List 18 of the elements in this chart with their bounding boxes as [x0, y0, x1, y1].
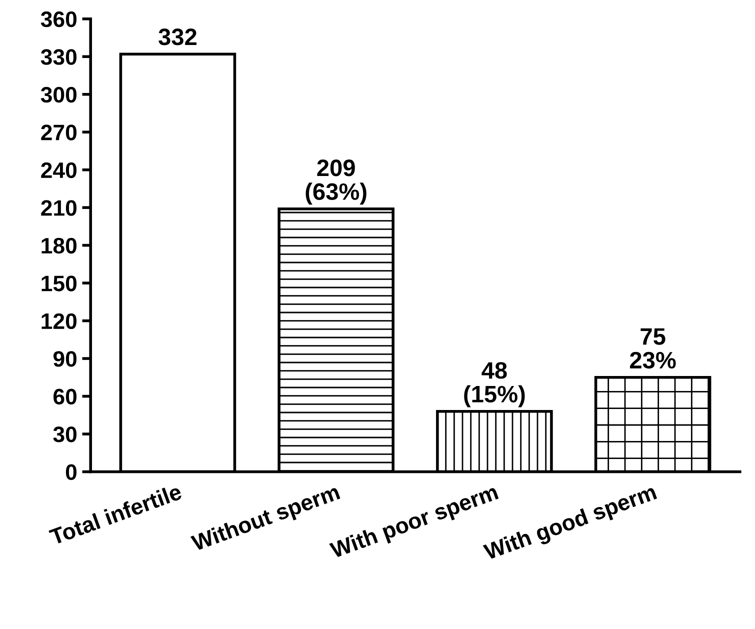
y-tick-label: 0 [66, 464, 76, 480]
data-label: 209 (63%) [306, 160, 366, 205]
y-tick-label: 330 [40, 49, 76, 65]
x-tick-label: Total infertile [48, 483, 183, 546]
data-label: 332 [158, 28, 196, 46]
y-tick-label: 60 [54, 388, 76, 405]
y-tick-label: 150 [42, 276, 76, 292]
data-label: 48 (15%) [464, 362, 525, 408]
y-tick-label: 360 [40, 11, 76, 28]
data-label: 75 23% [630, 328, 676, 369]
y-tick-label: 90 [53, 351, 76, 367]
y-tick-label: 210 [41, 200, 76, 216]
y-tick-label: 30 [53, 426, 76, 442]
y-tick-label: 120 [42, 313, 76, 330]
y-tick-label: 240 [41, 162, 76, 178]
y-tick-label: 180 [42, 238, 76, 254]
y-tick-label: 270 [41, 124, 76, 140]
y-tick-label: 300 [40, 86, 76, 103]
